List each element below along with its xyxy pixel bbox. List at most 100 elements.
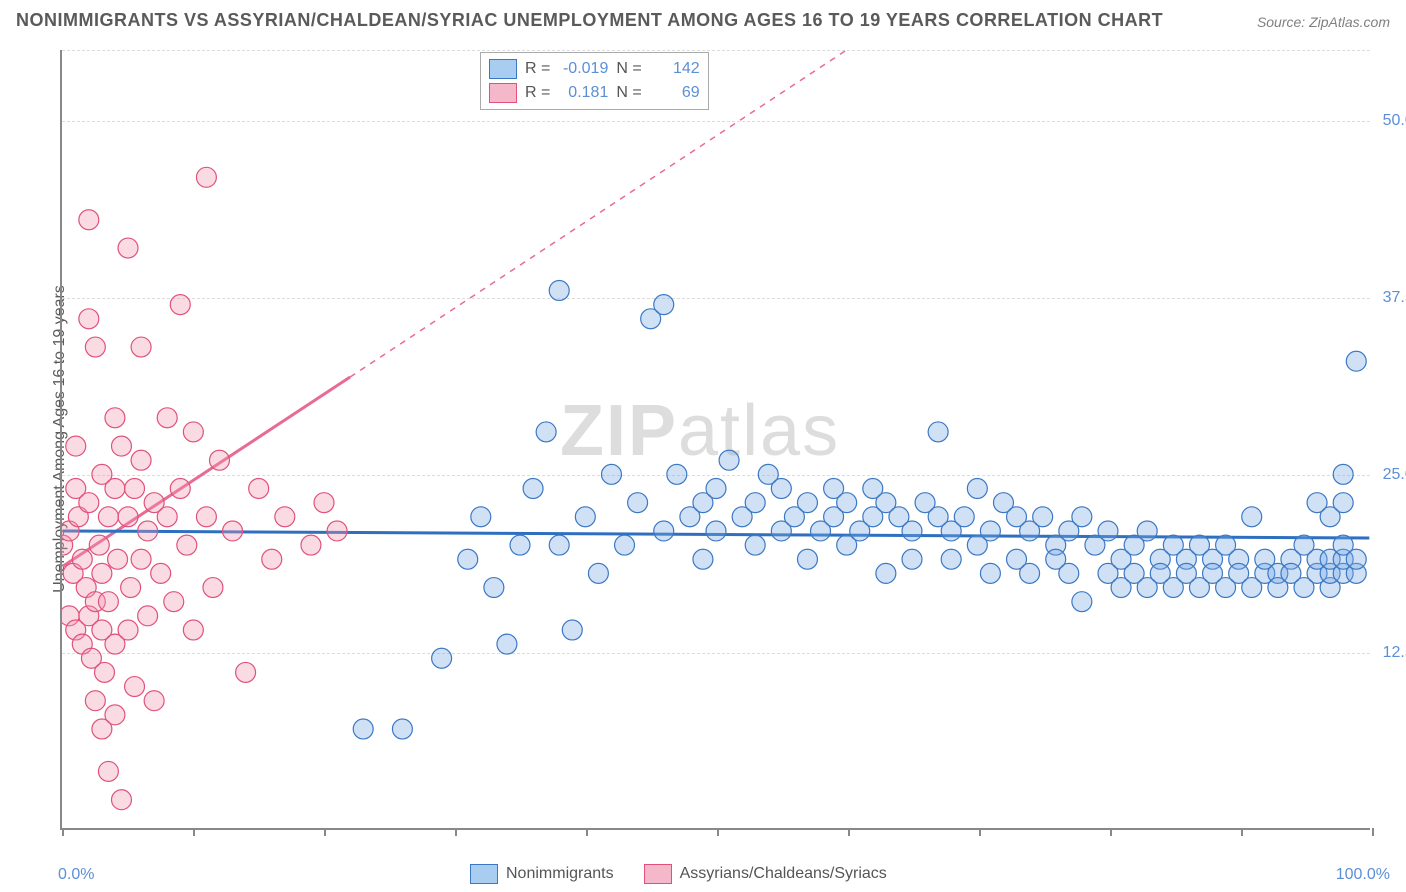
- data-point: [170, 295, 190, 315]
- y-tick-label: 50.0%: [1383, 112, 1406, 130]
- x-axis-min-label: 0.0%: [58, 866, 94, 884]
- data-point: [249, 479, 269, 499]
- data-point: [98, 761, 118, 781]
- data-point: [497, 634, 517, 654]
- data-point: [183, 422, 203, 442]
- n-value-pink: 69: [650, 84, 700, 102]
- data-point: [105, 408, 125, 428]
- data-point: [1242, 507, 1262, 527]
- legend-item-pink: Assyrians/Chaldeans/Syriacs: [644, 864, 887, 884]
- data-point: [1072, 507, 1092, 527]
- data-point: [1059, 563, 1079, 583]
- data-point: [510, 535, 530, 555]
- y-tick-label: 12.5%: [1383, 644, 1406, 662]
- data-point: [108, 549, 128, 569]
- data-point: [121, 578, 141, 598]
- data-point: [980, 563, 1000, 583]
- data-point: [1072, 592, 1092, 612]
- r-label-pink: R =: [525, 84, 550, 102]
- data-point: [432, 648, 452, 668]
- x-axis-max-label: 100.0%: [1336, 866, 1390, 884]
- data-point: [92, 563, 112, 583]
- x-tick: [193, 828, 195, 836]
- r-label-blue: R =: [525, 60, 550, 78]
- data-point: [105, 479, 125, 499]
- data-point: [196, 167, 216, 187]
- x-tick: [1110, 828, 1112, 836]
- x-tick: [586, 828, 588, 836]
- r-value-pink: 0.181: [558, 84, 608, 102]
- data-point: [98, 592, 118, 612]
- bottom-legend: Nonimmigrants Assyrians/Chaldeans/Syriac…: [470, 864, 887, 884]
- data-point: [203, 578, 223, 598]
- data-point: [105, 705, 125, 725]
- data-point: [719, 450, 739, 470]
- data-point: [876, 563, 896, 583]
- data-point: [392, 719, 412, 739]
- data-point: [654, 295, 674, 315]
- data-point: [667, 464, 687, 484]
- data-point: [458, 549, 478, 569]
- n-value-blue: 142: [650, 60, 700, 78]
- data-point: [1098, 521, 1118, 541]
- data-point: [615, 535, 635, 555]
- n-label-pink: N =: [616, 84, 641, 102]
- data-point: [562, 620, 582, 640]
- swatch-blue: [489, 59, 517, 79]
- data-point: [1033, 507, 1053, 527]
- data-point: [588, 563, 608, 583]
- stats-row-pink: R = 0.181 N = 69: [489, 81, 700, 105]
- data-point: [902, 521, 922, 541]
- data-point: [954, 507, 974, 527]
- data-point: [301, 535, 321, 555]
- stats-legend: R = -0.019 N = 142 R = 0.181 N = 69: [480, 52, 709, 110]
- data-point: [236, 662, 256, 682]
- data-point: [928, 422, 948, 442]
- data-point: [66, 436, 86, 456]
- r-value-blue: -0.019: [558, 60, 608, 78]
- legend-swatch-blue: [470, 864, 498, 884]
- data-point: [170, 479, 190, 499]
- data-point: [183, 620, 203, 640]
- x-tick: [455, 828, 457, 836]
- data-point: [89, 535, 109, 555]
- data-point: [484, 578, 504, 598]
- x-tick: [979, 828, 981, 836]
- data-point: [79, 493, 99, 513]
- data-point: [131, 549, 151, 569]
- data-point: [353, 719, 373, 739]
- chart-title: NONIMMIGRANTS VS ASSYRIAN/CHALDEAN/SYRIA…: [16, 10, 1163, 31]
- data-point: [79, 309, 99, 329]
- data-point: [210, 450, 230, 470]
- data-point: [1333, 493, 1353, 513]
- data-point: [98, 507, 118, 527]
- data-point: [471, 507, 491, 527]
- data-point: [902, 549, 922, 569]
- source-credit: Source: ZipAtlas.com: [1257, 14, 1390, 30]
- data-point: [967, 479, 987, 499]
- data-point: [131, 450, 151, 470]
- data-point: [72, 549, 92, 569]
- data-point: [771, 479, 791, 499]
- x-tick: [717, 828, 719, 836]
- x-tick: [324, 828, 326, 836]
- data-point: [745, 493, 765, 513]
- x-tick: [62, 828, 64, 836]
- x-tick: [1241, 828, 1243, 836]
- data-point: [693, 549, 713, 569]
- y-tick-label: 37.5%: [1383, 289, 1406, 307]
- data-point: [95, 662, 115, 682]
- data-point: [797, 493, 817, 513]
- data-point: [196, 507, 216, 527]
- data-point: [941, 549, 961, 569]
- data-point: [118, 620, 138, 640]
- data-point: [157, 507, 177, 527]
- legend-item-blue: Nonimmigrants: [470, 864, 614, 884]
- data-point: [549, 535, 569, 555]
- x-tick: [1372, 828, 1374, 836]
- data-point: [144, 691, 164, 711]
- stats-row-blue: R = -0.019 N = 142: [489, 57, 700, 81]
- legend-swatch-pink: [644, 864, 672, 884]
- data-point: [1137, 521, 1157, 541]
- data-point: [1020, 563, 1040, 583]
